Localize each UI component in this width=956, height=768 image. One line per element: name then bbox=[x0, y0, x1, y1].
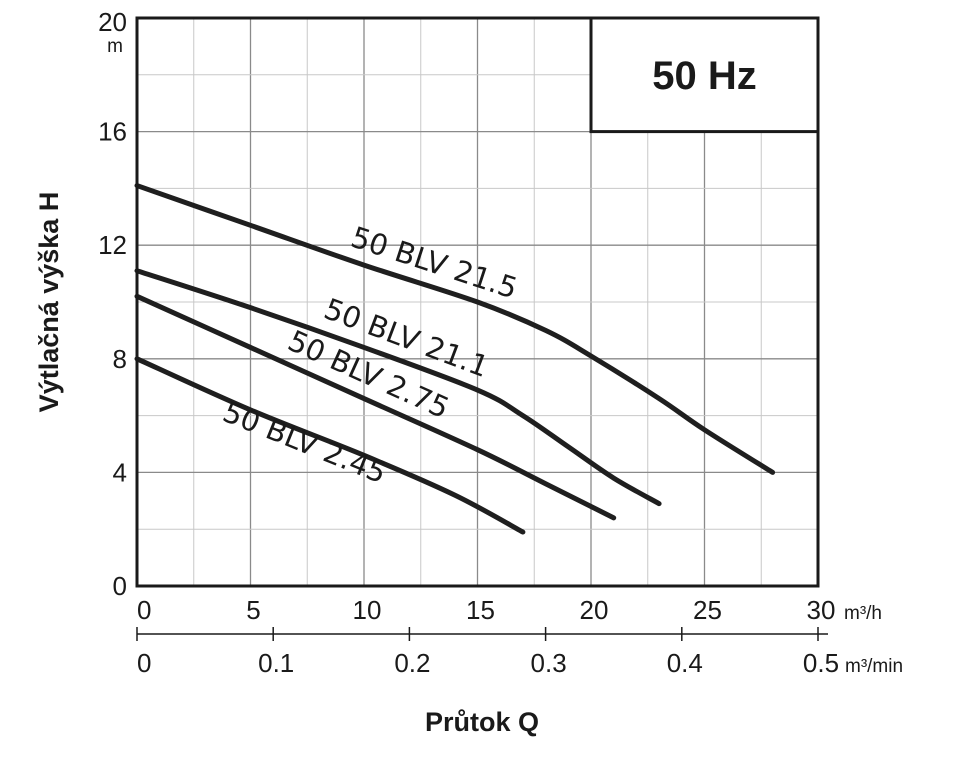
x-tick-label-secondary: 0.2 bbox=[394, 648, 430, 678]
x-tick-label-primary: 20 bbox=[580, 595, 609, 625]
y-tick-label: 4 bbox=[113, 457, 127, 487]
x-tick-label-secondary: 0.1 bbox=[258, 648, 294, 678]
y-tick-labels: 0 4 8 12 16 20 bbox=[98, 7, 127, 601]
x-tick-labels-secondary: 0 0.1 0.2 0.3 0.4 0.5 bbox=[137, 648, 839, 678]
x-tick-label-primary: 5 bbox=[246, 595, 260, 625]
x-tick-label-primary: 30 bbox=[807, 595, 836, 625]
x-tick-label-primary: 10 bbox=[353, 595, 382, 625]
x-tick-label-primary: 25 bbox=[693, 595, 722, 625]
y-axis-title: Výtlačná výška H bbox=[34, 192, 64, 413]
frequency-badge: 50 Hz bbox=[589, 16, 820, 134]
y-tick-label: 0 bbox=[113, 571, 127, 601]
series-line bbox=[134, 293, 617, 521]
y-tick-label: 20 bbox=[98, 7, 127, 37]
series-line bbox=[134, 183, 776, 475]
x-tick-label-primary: 0 bbox=[137, 595, 151, 625]
x-tick-label-secondary: 0.3 bbox=[531, 648, 567, 678]
x-unit-secondary: m³/min bbox=[845, 656, 903, 677]
x-tick-label-secondary: 0 bbox=[137, 648, 151, 678]
series-line bbox=[134, 356, 526, 535]
x-axis-title: Průtok Q bbox=[425, 707, 539, 737]
series-label: 50 BLV 21.5 bbox=[347, 220, 522, 306]
series-line bbox=[134, 268, 662, 507]
x-tick-label-primary: 15 bbox=[466, 595, 495, 625]
badge-text: 50 Hz bbox=[652, 54, 757, 98]
secondary-x-axis bbox=[136, 627, 828, 641]
x-unit-primary: m³/h bbox=[844, 603, 882, 624]
y-tick-label: 8 bbox=[113, 344, 127, 374]
badge-box bbox=[589, 16, 820, 134]
y-tick-label: 16 bbox=[98, 117, 127, 147]
x-tick-label-secondary: 0.4 bbox=[667, 648, 703, 678]
x-tick-labels-primary: 0 5 10 15 20 25 30 bbox=[137, 595, 835, 625]
y-unit-label: m bbox=[107, 36, 123, 57]
plot-frame bbox=[135, 16, 820, 588]
y-tick-label: 12 bbox=[98, 230, 127, 260]
series-label: 50 BLV 2.45 bbox=[218, 395, 391, 491]
x-tick-label-secondary: 0.5 bbox=[803, 648, 839, 678]
